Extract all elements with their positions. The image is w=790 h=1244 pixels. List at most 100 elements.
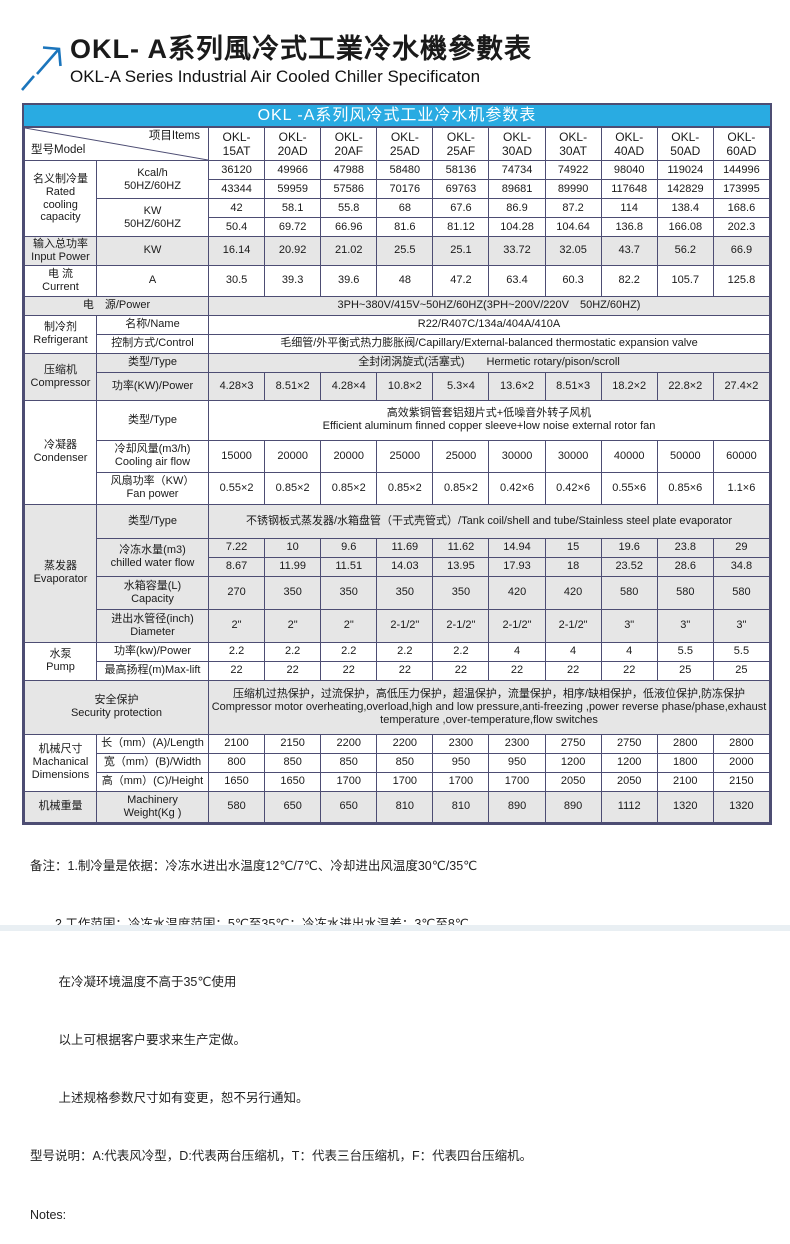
item-label: 类型/Type [96, 352, 209, 373]
model-column-header: OKL- 50AD [656, 127, 714, 161]
table-cell: 173995 [712, 179, 771, 199]
table-cell: 9.6 [320, 537, 378, 558]
item-label: A [96, 264, 209, 297]
table-cell: 1200 [544, 752, 602, 773]
corner-items-label: 项目Items [148, 130, 200, 142]
table-cell: 22 [264, 660, 322, 681]
model-column-header: OKL- 40AD [600, 127, 658, 161]
table-cell: 23.52 [600, 556, 658, 577]
table-cell: 0.85×6 [656, 471, 714, 505]
model-column-header: OKL- 15AT [207, 127, 266, 161]
table-cell: 850 [320, 752, 378, 773]
page-header: OKL- A系列風冷式工業冷水機參數表 OKL-A Series Industr… [18, 34, 532, 92]
table-cell: 22 [600, 660, 658, 681]
table-cell: 2100 [656, 771, 714, 792]
table-cell: 18.2×2 [600, 371, 658, 401]
table-cell: 3" [600, 608, 658, 643]
table-cell: 60000 [712, 439, 771, 473]
item-label: 冷冻水量(m3) chilled water flow [96, 537, 209, 577]
table-cell: 13.95 [432, 556, 490, 577]
item-label: 名称/Name [96, 314, 209, 335]
table-cell: 57586 [320, 179, 378, 199]
table-cell: 22 [376, 660, 434, 681]
table-cell: 15 [544, 537, 602, 558]
table-cell: 27.4×2 [712, 371, 771, 401]
power-source-value: 3PH~380V/415V~50HZ/60HZ(3PH~200V/220V 50… [208, 295, 770, 316]
table-cell: 50.4 [207, 217, 266, 237]
table-cell: 850 [264, 752, 322, 773]
table-cell: 890 [488, 790, 546, 823]
table-cell: 2300 [488, 733, 546, 754]
group-label-input-power: 输入总功率 Input Power [24, 236, 97, 266]
item-label: 宽（mm）(B)/Width [96, 752, 209, 773]
item-label: KW 50HZ/60HZ [96, 198, 209, 237]
table-cell: 2.2 [376, 641, 434, 662]
table-cell: 136.8 [600, 217, 658, 237]
model-column-header: OKL- 20AD [264, 127, 322, 161]
item-label: 功率(KW)/Power [96, 371, 209, 401]
table-cell: 22 [207, 660, 266, 681]
item-label: KW [96, 236, 209, 266]
note-line: 型号说明：A:代表风冷型，D:代表两台压缩机，T：代表三台压缩机，F：代表四台压… [30, 1149, 533, 1164]
table-cell: 5.5 [656, 641, 714, 662]
spec-table-wrapper: OKL -A系列风冷式工业冷水机参数表 型号Model 项目Items OKL-… [22, 103, 772, 825]
table-row-fan-power: 风扇功率（KW） Fan power 0.55×2 0.85×2 0.85×2 0.85×… [25, 471, 771, 505]
item-label: 高（mm）(C)/Height [96, 771, 209, 792]
table-cell: 0.55×2 [207, 471, 266, 505]
table-row-cooling-air-flow: 冷却风量(m3/h) Cooling air flow 15000 20000 2000… [25, 439, 771, 473]
table-cell: 1.1×6 [712, 471, 771, 505]
table-cell: 3" [712, 608, 771, 643]
note-line: Notes: [30, 1207, 67, 1222]
table-cell: 32.05 [544, 236, 602, 266]
table-cell: 2150 [264, 733, 322, 754]
evaporator-type-value: 不锈钢板式蒸发器/水箱盘管（干式壳管式）/Tank coil/shell and… [208, 503, 770, 539]
table-row-dimension-height: 高（mm）(C)/Height 1650 1650 1700 1700 1700 1700 2… [25, 771, 771, 792]
table-cell: 2200 [320, 733, 378, 754]
table-cell: 1800 [656, 752, 714, 773]
table-cell: 5.5 [712, 641, 771, 662]
table-cell: 60.3 [544, 264, 602, 297]
table-cell: 5.3×4 [432, 371, 490, 401]
compressor-type-value: 全封闭涡旋式(活塞式) Hermetic rotary/pison/scroll [208, 352, 770, 373]
table-cell: 202.3 [712, 217, 771, 237]
group-label-current: 电 流 Current [24, 264, 97, 297]
model-column-header: OKL- 25AD [376, 127, 434, 161]
table-cell: 8.67 [207, 556, 266, 577]
table-cell: 650 [264, 790, 322, 823]
table-cell: 13.6×2 [488, 371, 546, 401]
item-label: Kcal/h 50HZ/60HZ [96, 160, 209, 199]
model-column-header: OKL- 25AF [432, 127, 490, 161]
table-cell: 39.6 [320, 264, 378, 297]
item-label: 控制方式/Control [96, 333, 209, 354]
table-row-dimension-length: 机械尺寸 Machanical Dimensions 长（mm）(A)/Length 2… [24, 733, 771, 792]
table-cell: 20000 [264, 439, 322, 473]
item-label: 进出水管径(inch) Diameter [96, 608, 209, 643]
table-row-condenser-type: 冷凝器 Condenser 类型/Type 高效紫铜管套铝翅片式+低噪音外转子风机 Ef… [24, 399, 770, 505]
table-cell: 15000 [207, 439, 266, 473]
table-cell: 30000 [544, 439, 602, 473]
table-cell: 0.42×6 [544, 471, 602, 505]
table-cell: 2050 [600, 771, 658, 792]
item-label: 功率(kw)/Power [96, 641, 209, 662]
table-row-rated-capacity-kw-50hz: KW 50HZ/60HZ 42 58.1 55.8 68 67.6 86.9 87.2 114 13… [25, 198, 771, 237]
table-cell: 34.8 [712, 556, 771, 577]
table-cell: 104.64 [544, 217, 602, 237]
table-cell: 70176 [376, 179, 434, 199]
table-cell: 270 [207, 575, 266, 610]
table-cell: 117648 [600, 179, 658, 199]
table-cell: 0.55×6 [600, 471, 658, 505]
table-cell: 168.6 [712, 198, 771, 218]
table-cell: 2.2 [264, 641, 322, 662]
table-cell: 25.1 [432, 236, 490, 266]
table-cell: 2" [207, 608, 266, 643]
table-row-pump-max-lift: 最高扬程(m)Max-lift 22 22 22 22 22 22 22 22 25 25 [25, 660, 771, 681]
table-cell: 74734 [488, 160, 546, 180]
security-protection-value: 压缩机过热保护，过流保护，高低压力保护，超温保护，流量保护，相序/缺相保护，低液… [208, 679, 770, 735]
note-line: 备注：1.制冷量是依据：冷冻水进出水温度12℃/7℃、冷却进出风温度30℃/35… [30, 858, 478, 873]
note-line: 上述规格参数尺寸如有变更，恕不另行通知。 [30, 1091, 309, 1106]
arrow-up-right-icon [21, 46, 62, 91]
group-label-weight: 机械重量 [24, 790, 97, 823]
table-cell: 10 [264, 537, 322, 558]
table-cell: 67.6 [432, 198, 490, 218]
table-cell: 2300 [432, 733, 490, 754]
